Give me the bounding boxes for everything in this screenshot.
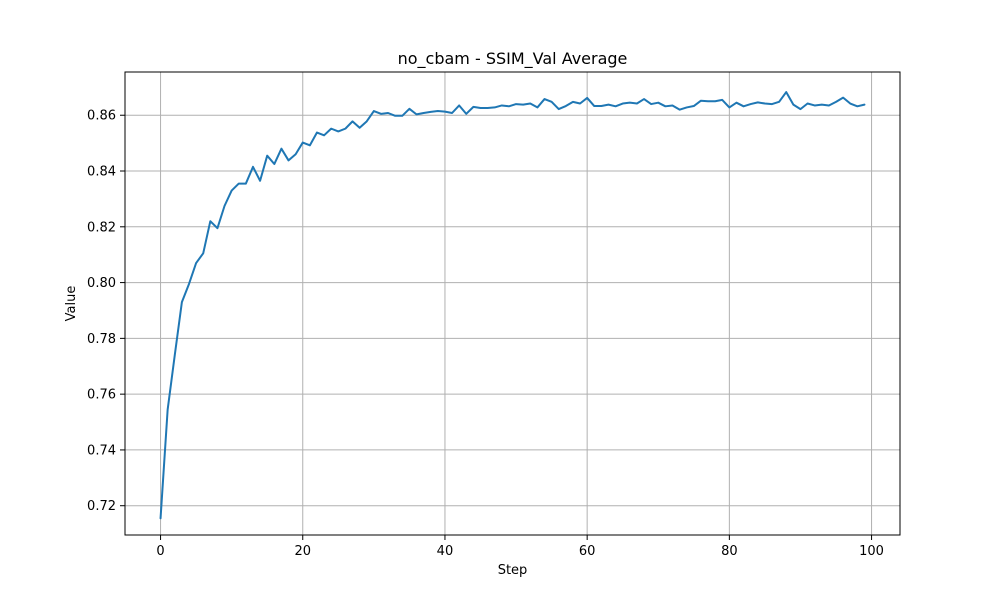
- chart-title: no_cbam - SSIM_Val Average: [398, 49, 628, 69]
- plot-frame: [124, 71, 901, 536]
- plot-area: [125, 72, 900, 535]
- x-tick-label: 20: [294, 544, 311, 559]
- x-tick-label: 40: [437, 544, 454, 559]
- x-tick-label: 100: [859, 544, 884, 559]
- y-tick-label: 0.78: [87, 332, 116, 347]
- grid-lines: [125, 72, 900, 535]
- y-axis-label: Value: [64, 286, 79, 322]
- series-line: [159, 91, 866, 520]
- y-tick-label: 0.82: [87, 220, 116, 235]
- y-tick-label: 0.76: [87, 388, 116, 403]
- axis-ticks: 0 20 40 60 80 100 0.72 0.74 0.76 0.78 0.80 0.82 0.84…: [87, 109, 884, 559]
- y-tick-label: 0.86: [87, 109, 116, 124]
- y-tick-label: 0.72: [87, 499, 116, 514]
- x-tick-label: 60: [579, 544, 596, 559]
- y-tick-label: 0.80: [87, 276, 116, 291]
- x-tick-label: 80: [721, 544, 738, 559]
- series-layer: [159, 91, 866, 520]
- x-axis-label: Step: [498, 563, 528, 578]
- y-tick-label: 0.84: [87, 165, 116, 180]
- y-tick-label: 0.74: [87, 443, 116, 458]
- x-tick-label: 0: [156, 544, 164, 559]
